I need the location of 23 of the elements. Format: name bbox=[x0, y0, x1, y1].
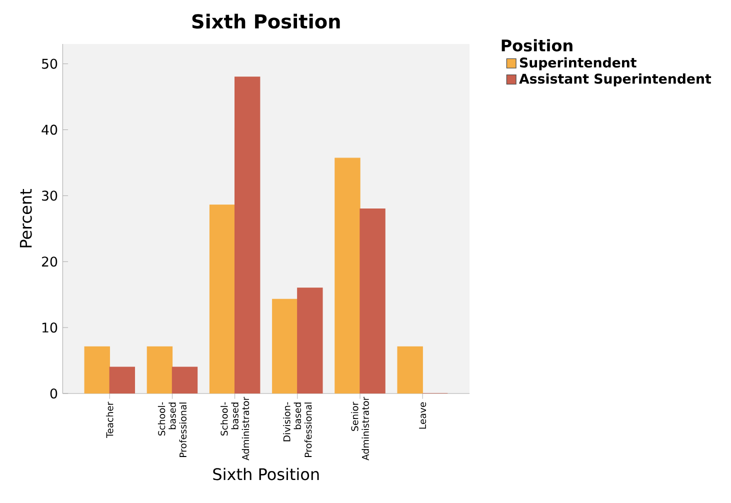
y-tick-label: 40 bbox=[42, 124, 58, 135]
x-tick-label: Division-based Professional bbox=[283, 402, 312, 458]
y-tick-label: 50 bbox=[42, 58, 58, 69]
y-tick-label: 30 bbox=[42, 190, 58, 201]
x-tick-label: School-based Administrator bbox=[220, 396, 250, 460]
x-tick-label: School-based Professional bbox=[158, 402, 187, 458]
legend-label: Assistant Superintendent bbox=[519, 73, 712, 86]
legend-title: Position bbox=[502, 39, 572, 52]
bar bbox=[109, 366, 136, 394]
y-axis-title: Percent bbox=[20, 189, 32, 248]
bar bbox=[297, 288, 323, 394]
legend-label: Superintendent bbox=[520, 57, 636, 70]
x-tick-label: Senior Administrator bbox=[351, 396, 369, 460]
chart-title: Sixth Position bbox=[192, 14, 340, 29]
bar bbox=[234, 76, 260, 394]
bar bbox=[360, 208, 386, 394]
bar bbox=[172, 366, 198, 394]
x-tick-label: Teacher bbox=[106, 402, 114, 438]
y-tick-label: 10 bbox=[42, 322, 58, 333]
x-tick-label: Leave bbox=[419, 402, 426, 429]
x-axis-title: Sixth Position bbox=[213, 468, 319, 480]
y-tick-label: 0 bbox=[50, 388, 58, 399]
y-tick-label: 20 bbox=[42, 256, 58, 267]
